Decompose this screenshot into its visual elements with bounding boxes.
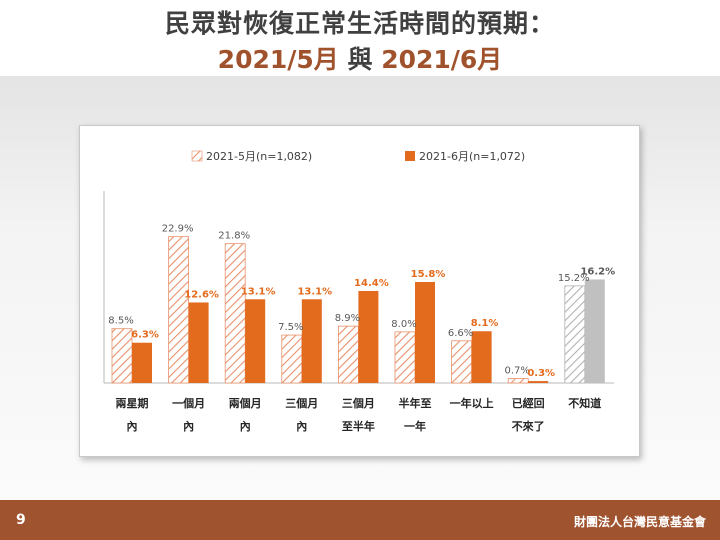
category-label-3-1: 兩個月	[229, 396, 262, 410]
bar-may-6	[394, 331, 416, 384]
chart-data-labels: 8.5% 6.3% 22.9% 12.6% 21.8% 13.1% 7.5% 13.1% 8.9…	[108, 224, 615, 379]
data-label-may-7: 6.6%	[448, 328, 473, 339]
category-label-8-2: 不來了	[512, 419, 545, 433]
bar-may-8	[507, 378, 529, 384]
category-label-2-2: 內	[183, 419, 194, 433]
data-label-june-3: 13.1%	[241, 286, 276, 297]
bar-june-6	[415, 282, 435, 383]
bar-chart: 2021-5月(n=1,082) 2021-6月(n=1,072) 8.5% 6.3…	[103, 150, 615, 433]
title-period-june: 2021/6月	[381, 45, 503, 74]
data-label-june-5: 14.4%	[354, 278, 389, 289]
bar-may-4	[281, 334, 303, 384]
title-line-2: 2021/5月 與 2021/6月	[0, 40, 720, 76]
category-label-2-1: 一個月	[172, 396, 205, 410]
legend-swatch-2	[405, 151, 415, 161]
category-label-8-1: 已經回	[512, 396, 545, 410]
category-label-6-1: 半年至	[399, 396, 432, 410]
data-label-june-6: 15.8%	[411, 269, 446, 280]
category-label-4-1: 三個月	[285, 396, 318, 410]
bar-june-2	[188, 302, 209, 383]
category-label-9-1: 不知道	[568, 396, 601, 410]
slide-title: 民眾對恢復正常生活時間的預期： 2021/5月 與 2021/6月	[0, 0, 720, 76]
category-label-4-2: 內	[296, 419, 307, 433]
data-label-may-4: 7.5%	[278, 322, 303, 333]
bar-june-9	[584, 279, 605, 383]
category-label-3-2: 內	[240, 419, 251, 433]
data-label-june-7: 8.1%	[471, 318, 499, 329]
bar-june-1	[132, 342, 152, 383]
bar-may-3	[224, 243, 246, 384]
bar-june-8	[528, 381, 549, 383]
category-label-1-1: 兩星期	[116, 396, 149, 410]
category-label-6-2: 一年	[404, 419, 426, 433]
legend-label-2: 2021-6月(n=1,072)	[419, 150, 525, 163]
category-label-7-1: 一年以上	[450, 396, 494, 410]
category-label-5-1: 三個月	[342, 396, 375, 410]
chart-legend: 2021-5月(n=1,082) 2021-6月(n=1,072)	[191, 150, 525, 163]
data-label-june-2: 12.6%	[184, 289, 219, 300]
data-label-may-5: 8.9%	[335, 313, 360, 324]
title-line-1: 民眾對恢復正常生活時間的預期：	[164, 9, 555, 38]
bar-may-7	[451, 340, 473, 384]
page-number: 9	[16, 512, 26, 528]
data-label-may-3: 21.8%	[218, 231, 250, 242]
bar-june-7	[471, 331, 492, 383]
footer-bar: 9 財團法人台灣民意基金會	[0, 500, 720, 540]
legend-label-1: 2021-5月(n=1,082)	[206, 150, 312, 163]
bar-june-5	[358, 290, 379, 383]
data-label-may-2: 22.9%	[162, 224, 194, 235]
title-conjunction: 與	[338, 45, 382, 74]
category-label-5-2: 至半年	[342, 419, 375, 433]
title-period-may: 2021/5月	[217, 45, 339, 74]
bar-june-3	[245, 299, 266, 383]
bar-may-9	[564, 285, 586, 384]
data-label-may-8: 0.7%	[504, 366, 529, 377]
bar-may-5	[337, 325, 359, 384]
bar-may-2	[168, 236, 189, 384]
data-label-may-1: 8.5%	[108, 316, 133, 327]
organization-name: 財團法人台灣民意基金會	[573, 515, 706, 529]
legend-swatch-1	[191, 150, 203, 162]
bar-june-4	[301, 299, 322, 383]
data-label-may-6: 8.0%	[391, 319, 416, 330]
data-label-may-9: 15.2%	[558, 273, 590, 284]
data-label-june-4: 13.1%	[297, 286, 332, 297]
data-label-june-9: 16.2%	[580, 266, 615, 277]
chart-panel: 2021-5月(n=1,082) 2021-6月(n=1,072) 8.5% 6.3…	[79, 125, 640, 457]
data-label-june-8: 0.3%	[527, 368, 555, 379]
bar-may-1	[111, 328, 133, 384]
data-label-june-1: 6.3%	[131, 330, 159, 341]
chart-bars	[111, 236, 605, 384]
category-label-1-2: 內	[127, 419, 138, 433]
